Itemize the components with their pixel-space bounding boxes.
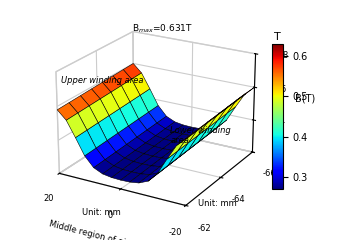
- Text: Lower winding
area: Lower winding area: [170, 126, 231, 145]
- Title: T: T: [274, 32, 281, 42]
- Text: B$_{max}$=0.631T: B$_{max}$=0.631T: [132, 23, 193, 35]
- Text: Unit: mm: Unit: mm: [198, 199, 237, 208]
- X-axis label: Middle region of air gap: Middle region of air gap: [48, 220, 147, 240]
- Text: Unit: mm: Unit: mm: [82, 208, 121, 217]
- Text: Upper winding area: Upper winding area: [61, 76, 144, 85]
